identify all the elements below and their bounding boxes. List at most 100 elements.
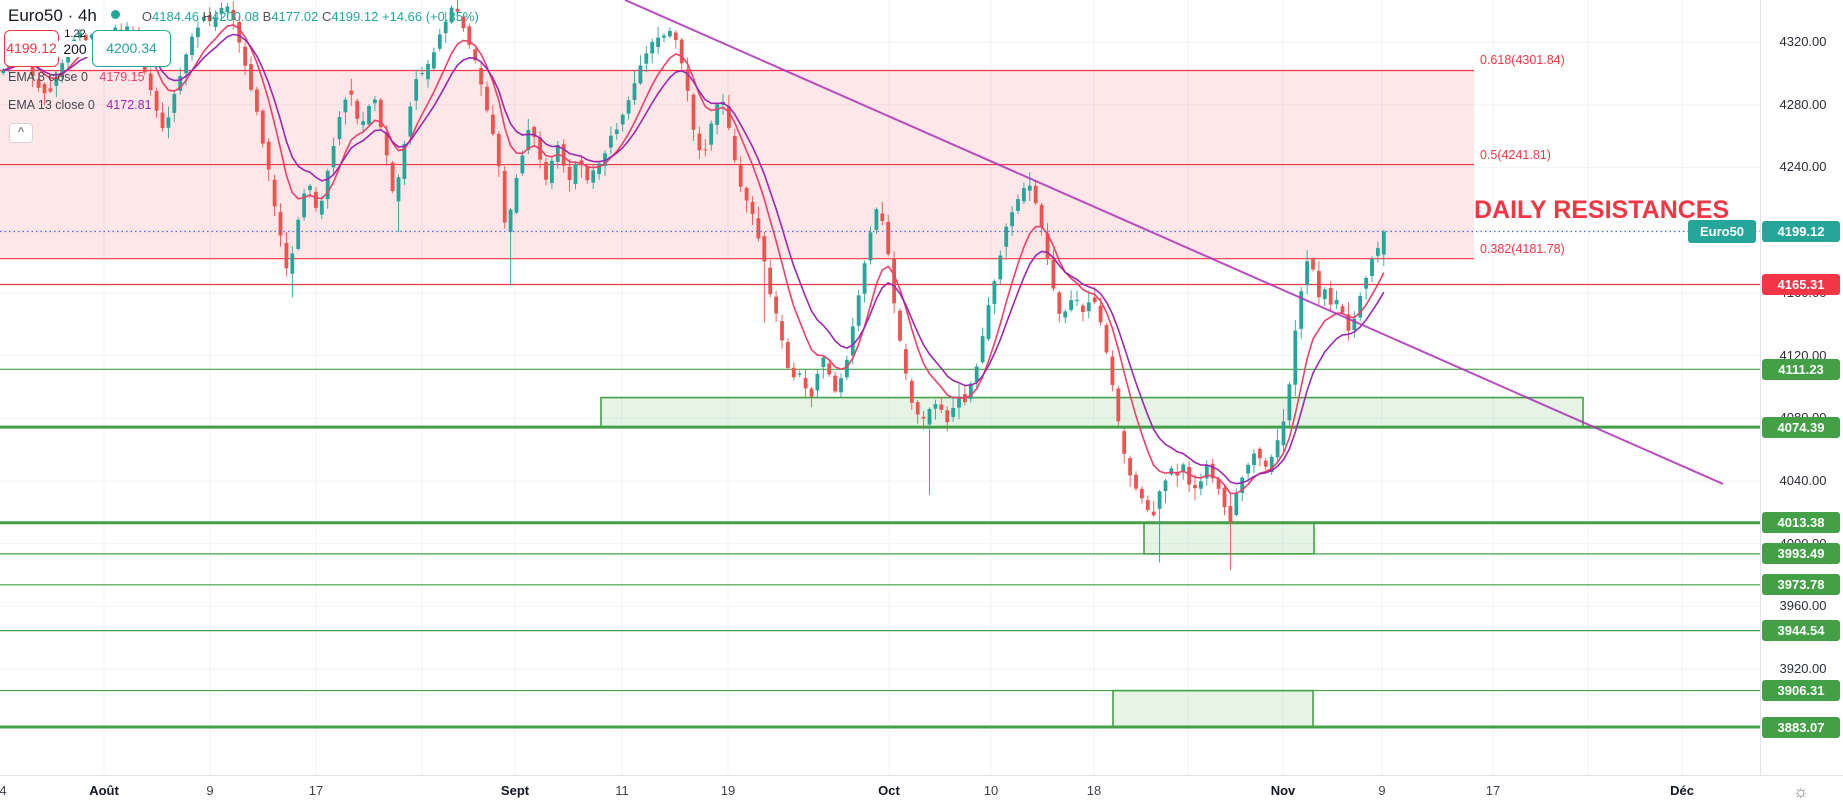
buy-button[interactable]: 4200.34 — [92, 30, 171, 67]
price-axis-tick[interactable]: 3960.00 — [1779, 598, 1827, 614]
candle-body — [821, 357, 826, 367]
candle-body — [296, 219, 301, 249]
candle-body — [1228, 506, 1233, 523]
candle-body — [933, 404, 938, 409]
candle-body — [550, 160, 554, 183]
candle-body — [1234, 493, 1239, 516]
candle-body — [437, 34, 442, 49]
chart-canvas[interactable] — [0, 0, 1760, 775]
candle-body — [1340, 306, 1345, 313]
candle-body — [60, 63, 65, 78]
candle-body — [1, 70, 6, 74]
time-axis-label[interactable]: 17 — [1485, 783, 1501, 798]
price-axis-tick[interactable]: 4080.00 — [1779, 410, 1827, 426]
candle-body — [1175, 472, 1180, 476]
candle-body — [373, 99, 377, 104]
price-axis-tick[interactable]: 4000.00 — [1779, 535, 1827, 551]
price-axis-tick[interactable]: 4200.00 — [1779, 222, 1827, 238]
time-axis-label[interactable]: Déc — [1670, 783, 1694, 798]
time-axis-label[interactable]: 9 — [1378, 783, 1386, 798]
candle-body — [237, 21, 242, 43]
candle-body — [78, 32, 82, 38]
quantity-value[interactable]: 200 — [56, 41, 94, 57]
price-axis-tick[interactable]: 4160.00 — [1779, 284, 1827, 300]
candle-body — [744, 187, 749, 201]
axis-settings-icon[interactable]: ☼ — [1793, 782, 1809, 801]
candle-body — [756, 218, 761, 239]
candle-body — [809, 388, 814, 397]
candle-body — [1140, 488, 1144, 499]
descending-trendline[interactable] — [624, 0, 1724, 485]
time-axis-label[interactable]: 11 — [615, 783, 629, 798]
candle-body — [703, 149, 708, 151]
candle-body — [42, 84, 47, 94]
price-axis-tick[interactable]: 4280.00 — [1779, 96, 1827, 112]
candle-body — [225, 6, 230, 13]
time-axis-label[interactable]: Nov — [1270, 783, 1296, 798]
candle-body — [491, 114, 495, 135]
supply-demand-zone[interactable] — [600, 396, 1584, 428]
candle-body — [561, 144, 566, 166]
symbol-title[interactable]: Euro50 · 4h — [8, 6, 97, 25]
candle-body — [496, 134, 501, 167]
candle-body — [762, 236, 767, 262]
sell-button[interactable]: 4199.12 — [4, 30, 59, 67]
price-axis-tick[interactable]: 4320.00 — [1779, 34, 1827, 49]
candle-body — [1370, 258, 1374, 276]
price-level-badge: 3906.31 — [1762, 680, 1840, 702]
price-axis-tick[interactable]: 4040.00 — [1779, 472, 1827, 488]
candle-body — [1004, 226, 1009, 247]
candle-body — [1275, 440, 1280, 458]
candle-body — [886, 221, 891, 255]
candle-body — [54, 78, 59, 86]
candle-body — [679, 39, 684, 64]
price-axis-tick[interactable]: 3880.00 — [1779, 723, 1827, 739]
price-level-badge: 3993.49 — [1762, 543, 1840, 565]
candle-body — [727, 106, 731, 128]
time-axis-label[interactable]: 4 — [0, 783, 7, 798]
price-axis-tick[interactable]: 4240.00 — [1779, 159, 1827, 175]
candle-body — [1187, 466, 1191, 485]
legend-title-row: Euro50 · 4h O4184.46 H4200.08 B4177.02 C4… — [8, 6, 479, 26]
candle-body — [839, 378, 843, 393]
candle-body — [1346, 314, 1351, 331]
candle-body — [1033, 185, 1038, 204]
candle-body — [243, 46, 247, 66]
time-axis-label[interactable]: Oct — [878, 783, 900, 798]
time-axis-label[interactable]: 10 — [983, 783, 999, 798]
ema13-line — [3, 33, 1385, 485]
candle-body — [620, 114, 625, 125]
indicator-ema8-row[interactable]: EMA 8 close 0 4179.15 — [8, 70, 145, 84]
candle-body — [868, 232, 873, 261]
time-axis-label[interactable]: 9 — [206, 783, 214, 798]
indicator-ema13-row[interactable]: EMA 13 close 0 4172.81 — [8, 98, 152, 112]
time-axis-label[interactable]: Sept — [500, 783, 530, 798]
candle-body — [1287, 384, 1292, 421]
time-axis-label[interactable]: Août — [89, 783, 119, 798]
ohlc-values: O4184.46 H4200.08 B4177.02 C4199.12 +14.… — [141, 9, 479, 24]
candle-body — [998, 255, 1003, 280]
candle-body — [455, 8, 460, 12]
price-axis-separator — [1760, 0, 1761, 775]
candle-body — [166, 117, 171, 128]
candle-body — [1199, 481, 1203, 489]
candle-body — [1222, 487, 1227, 508]
candle-body — [1358, 295, 1363, 318]
candle-body — [1027, 185, 1032, 191]
candle-body — [1317, 270, 1321, 298]
candle-body — [1151, 511, 1156, 516]
price-axis-tick[interactable]: 4120.00 — [1779, 347, 1827, 363]
supply-demand-zone[interactable] — [1143, 521, 1315, 555]
candle-body — [738, 164, 743, 187]
time-axis-label[interactable]: 19 — [720, 783, 736, 798]
candle-body — [36, 79, 41, 88]
candle-body — [1092, 297, 1097, 303]
candle-body — [791, 367, 796, 378]
time-axis-label[interactable]: 18 — [1086, 783, 1102, 798]
price-axis-tick[interactable]: 3920.00 — [1779, 661, 1827, 677]
time-axis-label[interactable]: 17 — [308, 783, 324, 798]
supply-demand-zone[interactable] — [1112, 689, 1314, 728]
candle-body — [479, 68, 483, 85]
legend-collapse-button[interactable]: ^ — [9, 123, 33, 143]
candle-body — [986, 305, 991, 340]
